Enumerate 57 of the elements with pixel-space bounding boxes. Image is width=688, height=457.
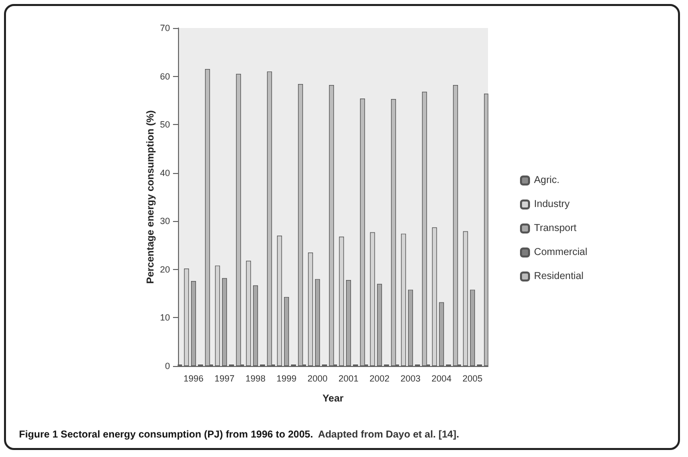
bar	[408, 290, 413, 366]
bar	[267, 71, 272, 366]
bar	[377, 284, 382, 366]
legend-label: Transport	[534, 223, 577, 234]
bar	[463, 231, 468, 366]
x-tick-label: 2002	[369, 374, 390, 384]
bar	[329, 84, 334, 366]
y-tick-label: 20	[160, 264, 170, 274]
bar	[439, 302, 444, 366]
text: Figure 1 Sectoral energy consumption (PJ) from 1996 to 2005.	[19, 430, 314, 440]
x-tick-label: 2000	[307, 374, 328, 384]
bar	[236, 74, 241, 366]
bar	[370, 232, 375, 366]
bar	[391, 98, 396, 366]
bar	[298, 84, 303, 366]
bar	[401, 234, 406, 366]
bar	[277, 236, 282, 366]
text: Adapted from Dayo et al. [14].	[318, 430, 460, 440]
bar	[432, 227, 437, 366]
x-tick-label: 1998	[245, 374, 266, 384]
bar	[222, 278, 227, 366]
bar	[184, 268, 189, 366]
x-tick-label: 1997	[214, 374, 235, 384]
y-tick-label: 40	[160, 168, 170, 178]
x-tick-label: 2005	[462, 374, 483, 384]
y-axis-title: Percentage energy consumption (%)	[146, 110, 157, 284]
x-tick-label: 2003	[400, 374, 421, 384]
y-tick-label: 60	[160, 71, 170, 82]
bar	[339, 236, 344, 366]
bar	[246, 260, 251, 366]
x-tick-label: 2004	[431, 374, 452, 384]
bar	[470, 290, 475, 366]
y-tick-label: 0	[164, 361, 170, 371]
x-tick-label: 1999	[276, 374, 297, 384]
bar	[205, 69, 210, 366]
bar	[284, 296, 289, 366]
bar	[453, 84, 458, 366]
y-tick-label: 10	[160, 312, 170, 323]
bar	[422, 92, 427, 366]
x-tick-label: 1996	[183, 374, 204, 384]
legend-label: Industry	[534, 199, 570, 210]
x-axis-title: Year	[322, 394, 344, 404]
y-tick-label: 30	[160, 216, 170, 226]
bar	[315, 279, 320, 366]
x-tick-label: 2001	[338, 374, 359, 384]
bar	[191, 281, 196, 366]
legend-label: Commercial	[534, 247, 588, 258]
bar	[253, 285, 258, 366]
bar	[346, 280, 351, 366]
bar	[484, 94, 488, 366]
legend-label: Agric.	[534, 175, 560, 186]
bar	[215, 266, 220, 366]
bar	[360, 98, 365, 366]
bar	[308, 252, 313, 366]
y-tick-label: 50	[160, 120, 170, 130]
y-tick-label: 70	[160, 23, 170, 33]
legend-label: Residential	[534, 271, 584, 282]
